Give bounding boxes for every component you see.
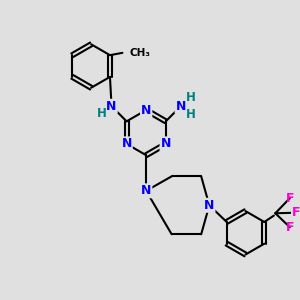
Text: F: F — [292, 206, 300, 219]
Text: N: N — [160, 137, 171, 150]
Text: N: N — [106, 100, 117, 113]
Text: F: F — [286, 192, 294, 205]
Text: CH₃: CH₃ — [129, 48, 150, 58]
Text: H: H — [185, 91, 195, 104]
Text: N: N — [204, 199, 214, 212]
Text: F: F — [286, 221, 294, 234]
Text: N: N — [141, 184, 152, 197]
Text: N: N — [122, 137, 132, 150]
Text: H: H — [97, 107, 107, 120]
Text: N: N — [141, 103, 152, 116]
Text: H: H — [185, 109, 195, 122]
Text: N: N — [176, 100, 186, 113]
